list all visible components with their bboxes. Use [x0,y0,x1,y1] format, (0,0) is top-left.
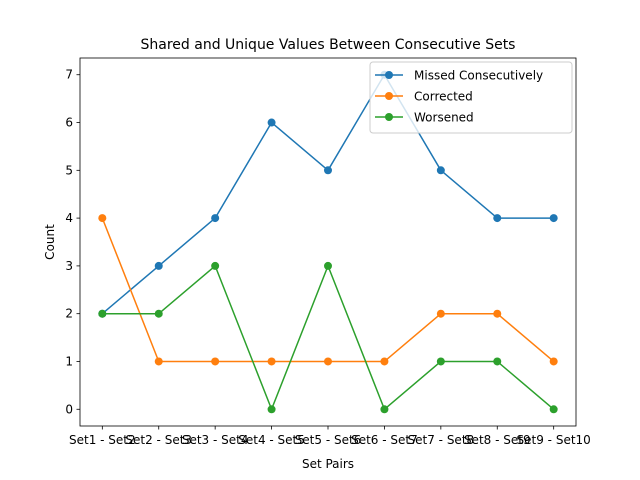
data-point [436,357,445,366]
x-tick-label: Set8 - Set9 [464,433,531,447]
data-point [267,405,276,414]
x-tick-label: Set7 - Set8 [408,433,475,447]
data-point [549,214,558,223]
legend-label: Missed Consecutively [414,69,543,83]
x-tick-label: Set4 - Set5 [238,433,305,447]
legend-swatch-marker [385,92,393,100]
y-tick-label: 4 [65,211,73,225]
data-point [380,405,389,414]
data-point [493,309,502,318]
x-tick-label: Set6 - Set7 [351,433,418,447]
x-tick-label: Set2 - Set3 [125,433,192,447]
data-point [211,357,220,366]
data-point [324,166,332,175]
data-point [380,357,389,366]
data-point [154,357,163,366]
chart-title: Shared and Unique Values Between Consecu… [141,37,516,53]
data-point [267,118,276,127]
data-point [549,357,558,366]
legend-label: Corrected [414,90,473,104]
data-point [267,357,276,366]
data-point [154,261,163,270]
data-point [98,214,107,223]
data-point [549,405,558,414]
legend-label: Worsened [414,111,474,125]
y-tick-label: 6 [65,116,73,130]
data-point [154,309,163,318]
y-axis-label: Count [43,224,57,260]
legend-swatch-marker [385,113,393,121]
x-tick-label: Set1 - Set2 [69,433,136,447]
data-point [211,261,220,270]
x-tick-label: Set9 - Set10 [517,433,591,447]
data-point [98,309,107,318]
y-tick-label: 2 [65,307,73,321]
y-tick-label: 7 [65,68,73,82]
data-point [211,214,220,223]
legend: Missed Consecutively Corrected Worsened [369,61,573,134]
y-tick-label: 5 [65,163,73,177]
x-axis-label: Set Pairs [302,457,354,471]
data-point [493,214,502,223]
legend-swatch-marker [385,71,393,79]
y-tick-label: 0 [65,402,73,416]
legend-box [369,61,573,134]
data-point [324,261,332,270]
y-tick-label: 3 [65,259,73,273]
data-point [493,357,502,366]
data-point [324,357,332,366]
x-tick-label: Set3 - Set4 [182,433,249,447]
data-point [436,166,445,175]
x-tick-label: Set5 - Set6 [295,433,362,447]
data-point [436,309,445,318]
y-tick-label: 1 [65,354,73,368]
